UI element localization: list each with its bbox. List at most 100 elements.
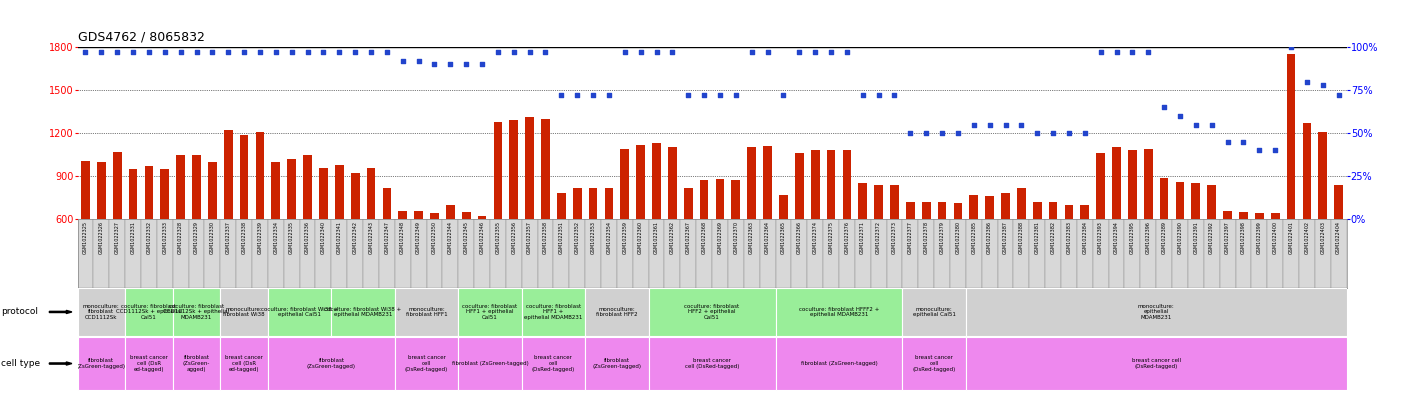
Point — [646, 49, 668, 55]
Bar — [986, 196, 994, 219]
FancyBboxPatch shape — [854, 219, 871, 288]
Text: GSM1022388: GSM1022388 — [1019, 221, 1024, 254]
Text: GSM1022359: GSM1022359 — [622, 221, 627, 254]
Point — [1042, 130, 1065, 136]
Bar — [922, 202, 931, 219]
Point — [819, 49, 842, 55]
Text: GSM1022395: GSM1022395 — [1129, 221, 1135, 254]
Text: GSM1022327: GSM1022327 — [114, 221, 120, 254]
Text: GSM1022356: GSM1022356 — [512, 221, 516, 254]
Bar — [272, 162, 281, 219]
Point — [375, 49, 398, 55]
Point — [169, 49, 192, 55]
Point — [75, 49, 97, 55]
Text: GSM1022390: GSM1022390 — [1177, 221, 1183, 254]
Bar — [319, 167, 327, 219]
Text: coculture: fibroblast Wi38 +
epithelial Cal51: coculture: fibroblast Wi38 + epithelial … — [261, 307, 338, 317]
Text: GSM1022397: GSM1022397 — [1225, 221, 1230, 254]
Bar — [716, 179, 725, 219]
Text: GSM1022377: GSM1022377 — [908, 221, 912, 254]
Text: GSM1022330: GSM1022330 — [210, 221, 214, 254]
Point — [963, 121, 986, 128]
Text: cell type: cell type — [1, 359, 41, 368]
FancyBboxPatch shape — [585, 219, 601, 288]
Bar — [1191, 183, 1200, 219]
Point — [994, 121, 1017, 128]
Point — [1296, 78, 1318, 84]
Text: GSM1022380: GSM1022380 — [956, 221, 960, 254]
Text: GSM1022385: GSM1022385 — [971, 221, 976, 254]
FancyBboxPatch shape — [283, 219, 300, 288]
FancyBboxPatch shape — [220, 336, 268, 391]
Text: breast cancer cell
(DsRed-tagged): breast cancer cell (DsRed-tagged) — [1132, 358, 1180, 369]
Point — [773, 92, 795, 98]
Text: fibroblast
(ZsGreen-tagged): fibroblast (ZsGreen-tagged) — [76, 358, 125, 369]
Point — [502, 49, 525, 55]
FancyBboxPatch shape — [331, 219, 347, 288]
FancyBboxPatch shape — [649, 288, 776, 336]
Point — [1026, 130, 1049, 136]
Point — [613, 49, 636, 55]
Point — [1263, 147, 1286, 153]
Text: fibroblast
(ZsGreen-
agged): fibroblast (ZsGreen- agged) — [183, 355, 210, 372]
FancyBboxPatch shape — [1283, 219, 1299, 288]
FancyBboxPatch shape — [458, 336, 522, 391]
Text: GSM1022338: GSM1022338 — [241, 221, 247, 254]
Text: breast cancer
cell (DsR
ed-tagged): breast cancer cell (DsR ed-tagged) — [226, 355, 264, 372]
Text: GSM1022364: GSM1022364 — [766, 221, 770, 254]
Text: GSM1022325: GSM1022325 — [83, 221, 87, 254]
Point — [1311, 82, 1334, 88]
Text: GSM1022403: GSM1022403 — [1320, 221, 1325, 254]
FancyBboxPatch shape — [1235, 219, 1252, 288]
FancyBboxPatch shape — [316, 219, 331, 288]
Point — [1058, 130, 1080, 136]
FancyBboxPatch shape — [491, 219, 506, 288]
FancyBboxPatch shape — [252, 219, 268, 288]
Point — [1153, 104, 1176, 110]
Bar — [351, 173, 360, 219]
Bar — [699, 180, 708, 219]
Bar — [763, 146, 771, 219]
Text: GSM1022361: GSM1022361 — [654, 221, 658, 254]
FancyBboxPatch shape — [950, 219, 966, 288]
FancyBboxPatch shape — [173, 288, 220, 336]
FancyBboxPatch shape — [697, 219, 712, 288]
Text: GSM1022360: GSM1022360 — [639, 221, 643, 254]
Text: GSM1022373: GSM1022373 — [893, 221, 897, 254]
Point — [1090, 49, 1112, 55]
Point — [598, 92, 620, 98]
Bar — [1144, 149, 1152, 219]
Bar — [668, 147, 677, 219]
Point — [1136, 49, 1159, 55]
Bar — [653, 143, 661, 219]
FancyBboxPatch shape — [268, 219, 283, 288]
FancyBboxPatch shape — [426, 219, 443, 288]
Bar — [557, 193, 565, 219]
Point — [1217, 139, 1239, 145]
Point — [725, 92, 747, 98]
Text: GSM1022389: GSM1022389 — [1162, 221, 1166, 254]
Text: GSM1022353: GSM1022353 — [591, 221, 595, 254]
Point — [138, 49, 161, 55]
Text: GSM1022384: GSM1022384 — [1083, 221, 1087, 254]
FancyBboxPatch shape — [1156, 219, 1172, 288]
Bar — [176, 154, 185, 219]
Point — [392, 58, 415, 64]
FancyBboxPatch shape — [189, 219, 204, 288]
Bar — [826, 150, 835, 219]
Text: GSM1022399: GSM1022399 — [1256, 221, 1262, 254]
FancyBboxPatch shape — [173, 336, 220, 391]
Text: GSM1022347: GSM1022347 — [385, 221, 389, 254]
FancyBboxPatch shape — [1331, 219, 1347, 288]
Bar — [1207, 185, 1215, 219]
FancyBboxPatch shape — [1045, 219, 1062, 288]
FancyBboxPatch shape — [395, 219, 410, 288]
Point — [979, 121, 1001, 128]
Bar — [907, 202, 915, 219]
Bar — [572, 187, 581, 219]
Text: GSM1022383: GSM1022383 — [1066, 221, 1072, 254]
Text: GSM1022326: GSM1022326 — [99, 221, 104, 254]
Text: breast cancer
cell
(DsRed-tagged): breast cancer cell (DsRed-tagged) — [405, 355, 448, 372]
Point — [360, 49, 382, 55]
Point — [217, 49, 240, 55]
